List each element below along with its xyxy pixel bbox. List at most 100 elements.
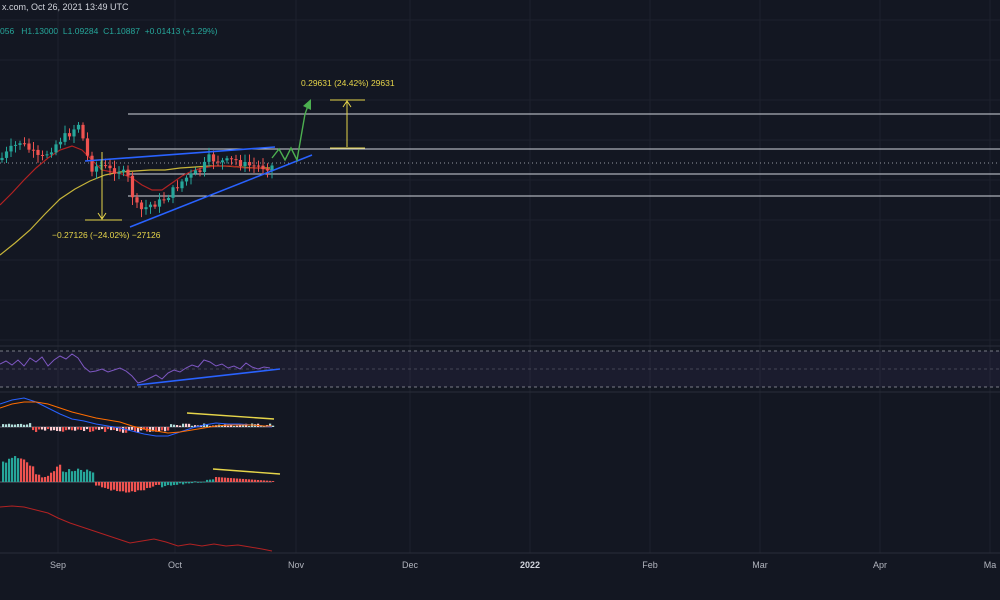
oscillator-bar	[191, 482, 194, 484]
projection-path[interactable]	[271, 102, 310, 163]
macd-bar	[47, 427, 50, 430]
macd-bar	[206, 424, 209, 427]
macd-bar	[107, 427, 110, 430]
oscillator-bar	[236, 478, 239, 482]
macd-bar	[188, 423, 191, 427]
macd-bar	[80, 427, 83, 431]
oscillator-bar	[101, 482, 104, 488]
oscillator-bar	[11, 457, 14, 482]
macd-bar	[227, 425, 230, 427]
candle	[162, 192, 166, 204]
ohlc-open: 056	[0, 26, 15, 36]
oscillator-bar	[74, 470, 77, 482]
x-tick-label: Sep	[50, 560, 66, 570]
x-tick-label: 2022	[520, 560, 540, 570]
oscillator-bar	[122, 482, 125, 492]
oscillator-bar	[200, 481, 203, 483]
chart-header: x.com, Oct 26, 2021 13:49 UTC	[2, 2, 129, 12]
oscillator-bar	[137, 482, 140, 491]
candle	[193, 167, 198, 176]
candle	[252, 157, 256, 173]
macd-signal-line	[0, 401, 272, 434]
candle	[135, 193, 139, 208]
oscillator-bar	[32, 466, 35, 482]
time-axis[interactable]: Sep Oct Nov Dec 2022 Feb Mar Apr Ma	[0, 552, 1000, 570]
candle	[189, 169, 193, 185]
oscillator-bar	[113, 482, 116, 490]
oscillator-bar	[227, 477, 230, 482]
candle	[0, 152, 4, 163]
oscillator-bar	[107, 482, 110, 489]
oscillator-bar	[59, 464, 62, 482]
triangle-lower-line[interactable]	[129, 154, 313, 228]
candle	[234, 154, 238, 166]
candle	[130, 172, 135, 205]
candle	[238, 154, 243, 171]
oscillator-bar	[77, 468, 80, 482]
rsi-trendline[interactable]	[136, 368, 281, 386]
macd-histogram	[2, 423, 275, 433]
oscillator-bar	[110, 482, 113, 491]
macd-bar	[62, 427, 65, 432]
oscillator-bar	[131, 482, 134, 492]
macd-bar	[239, 425, 242, 427]
oscillator-bar	[140, 482, 143, 491]
macd-bar	[158, 427, 161, 432]
candle	[31, 142, 36, 158]
macd-bar	[116, 427, 119, 431]
candle	[63, 125, 67, 146]
oscillator-bar	[152, 482, 155, 487]
oscillator-bar	[41, 477, 44, 482]
oscillator-bar	[263, 480, 266, 482]
macd-bar	[38, 427, 41, 430]
oscillator-bar	[179, 482, 182, 484]
oscillator-bar	[95, 482, 98, 486]
macd-bar	[2, 424, 5, 427]
candle	[117, 166, 121, 180]
candle	[184, 175, 189, 186]
macd-bar	[68, 427, 71, 430]
oscillator-bar	[224, 477, 227, 482]
oscillator-bar	[233, 478, 236, 482]
candle	[175, 180, 180, 192]
macd-bar	[137, 427, 140, 433]
macd-bar	[56, 427, 59, 431]
candle	[261, 158, 265, 175]
oscillator-bar	[245, 479, 248, 482]
macd-bar	[173, 424, 176, 427]
ascending-triangle[interactable]	[84, 146, 313, 228]
measure-up-tool[interactable]	[330, 99, 365, 149]
oscillator-divergence-line[interactable]	[212, 468, 281, 475]
candle	[225, 155, 229, 164]
candle	[18, 140, 22, 150]
measured-down-label: −0.27126 (−24.02%) −27126	[52, 230, 161, 240]
oscillator-bar	[194, 481, 197, 483]
macd-bar	[119, 427, 122, 432]
oscillator-bar	[65, 472, 68, 482]
candle	[54, 140, 58, 156]
triangle-upper-line[interactable]	[84, 146, 276, 162]
macd-bar	[131, 427, 134, 430]
macd-bar	[71, 427, 74, 431]
measure-down-tool[interactable]	[85, 152, 122, 221]
oscillator-bar	[149, 482, 152, 488]
candle	[49, 147, 54, 158]
macd-bar	[50, 427, 53, 431]
macd-bar	[98, 427, 101, 430]
macd-bar	[14, 424, 17, 427]
header-source-date: x.com, Oct 26, 2021 13:49 UTC	[2, 2, 129, 12]
oscillator-bar	[164, 482, 167, 487]
candle	[108, 159, 112, 176]
macd-bar	[230, 424, 233, 427]
macd-bar	[104, 427, 107, 432]
macd-divergence-line[interactable]	[186, 412, 275, 420]
oscillator-bar	[53, 471, 56, 482]
oscillator-bar	[68, 469, 71, 482]
ohlc-low-label: L	[62, 26, 68, 36]
macd-bar	[191, 425, 194, 427]
candle	[171, 185, 175, 204]
oscillator-bar	[251, 479, 254, 482]
chart-grid	[0, 0, 1000, 553]
macd-bar	[236, 425, 239, 427]
